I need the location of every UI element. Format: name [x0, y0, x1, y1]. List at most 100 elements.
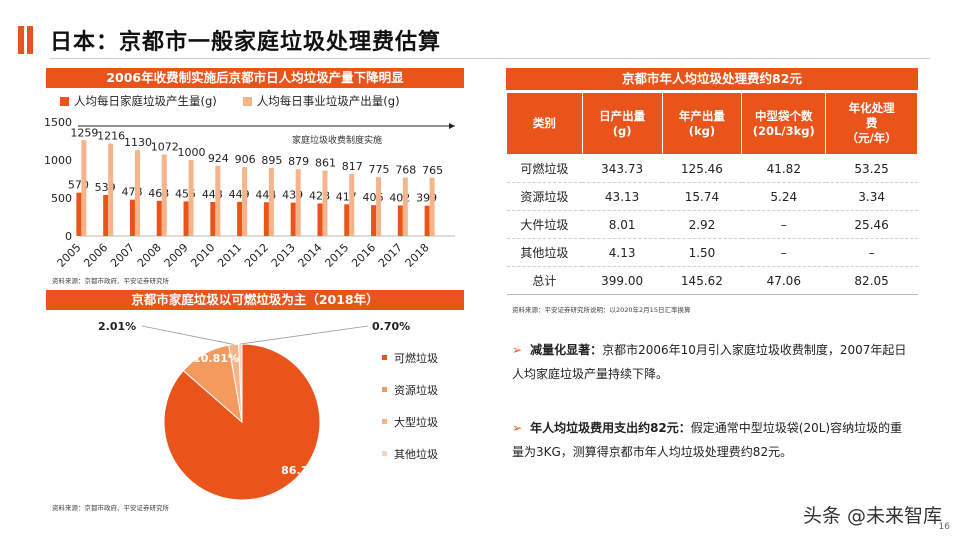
header-bags: 中型袋个数 (20L/3kg)	[741, 92, 827, 155]
data-label: 775	[369, 163, 390, 176]
legend-swatch	[382, 355, 387, 360]
table-cell-category: 可燃垃圾	[506, 154, 583, 183]
header-category: 类别	[506, 92, 583, 155]
x-tick-label: 2015	[322, 241, 351, 270]
bar	[263, 202, 269, 236]
bar	[129, 199, 135, 236]
x-tick-label: 2007	[108, 241, 137, 270]
x-tick-label: 2012	[242, 241, 271, 270]
arrow-icon: ➢	[512, 343, 523, 357]
bar	[161, 154, 167, 236]
data-label: 1072	[151, 141, 179, 154]
x-tick-label: 2014	[296, 241, 325, 270]
y-tick-label: 1500	[44, 116, 72, 129]
data-label: 1130	[124, 136, 152, 149]
table-cell: –	[741, 210, 826, 239]
data-label: 1259	[70, 126, 98, 139]
page-number: 16	[938, 522, 950, 532]
bullet-2-text: 假定通常中型垃圾袋(20L)容纳垃圾的重量为3KG，测算得京都市年人均垃圾处理费…	[512, 421, 903, 459]
table-cell-category: 总计	[506, 266, 583, 295]
header-fee: 年化处理 费 （元/年）	[825, 92, 918, 155]
table-cell: 43.13	[582, 182, 663, 211]
table-total-row: 总计 399.00 145.62 47.06 82.05	[506, 266, 918, 295]
bar	[210, 201, 216, 236]
bar	[295, 169, 301, 236]
x-tick-label: 2016	[349, 241, 378, 270]
x-tick-label: 2009	[162, 241, 191, 270]
bar-chart-banner: 2006年收费制实施后京都市日人均垃圾产量下降明显	[46, 68, 464, 88]
bar	[108, 143, 114, 236]
arrow-icon: ➢	[512, 421, 523, 435]
bar	[322, 170, 328, 236]
table-cell: 47.06	[741, 266, 826, 295]
table-cell: 41.82	[741, 154, 826, 183]
x-tick-label: 2006	[81, 241, 110, 270]
x-tick-label: 2008	[135, 241, 164, 270]
table-cell: 1.50	[662, 238, 742, 267]
pie-legend-label: 其他垃圾	[394, 447, 438, 461]
legend-swatch	[382, 419, 387, 424]
bar	[81, 140, 87, 236]
bar	[424, 205, 430, 236]
bar	[183, 201, 189, 236]
bar	[371, 205, 377, 236]
table-cell: 4.13	[582, 238, 663, 267]
table-cell: 15.74	[662, 182, 742, 211]
table-cell: 82.05	[825, 266, 918, 295]
title-divider	[50, 58, 930, 59]
table-cell: 125.46	[662, 154, 742, 183]
pie-legend-label: 可燃垃圾	[394, 351, 438, 365]
cost-table: 类别 日产出量 (g) 年产出量 (kg) 中型袋个数 (20L/3kg) 年化…	[506, 92, 918, 295]
x-tick-label: 2010	[188, 241, 217, 270]
bar	[290, 202, 296, 236]
pie-source: 资料来源：京都市政府、平安证券研究所	[52, 504, 169, 512]
bullet-1-text: 京都市2006年10月引入家庭垃圾收费制度，2007年起日人均家庭垃圾产量持续下…	[512, 343, 907, 381]
table-source: 资料来源：平安证券研究所说明：以2020年2月15日汇率换算	[512, 306, 691, 314]
leader-line	[240, 325, 369, 345]
table-cell: 3.34	[825, 182, 918, 211]
policy-annotation: 家庭垃圾收费制度实施	[292, 134, 382, 146]
slice-label: 2.01%	[98, 320, 136, 333]
table-row: 大件垃圾 8.01 2.92–25.46	[506, 210, 918, 239]
header-daily: 日产出量 (g)	[581, 92, 663, 155]
data-label: 765	[422, 164, 443, 177]
bar	[156, 200, 162, 236]
data-label: 817	[342, 160, 363, 173]
legend-swatch	[242, 96, 252, 106]
bar	[103, 195, 109, 236]
table-cell: 343.73	[582, 154, 663, 183]
bar	[242, 167, 248, 236]
bullet-2: ➢ 年人均垃圾费用支出约82元：假定通常中型垃圾袋(20L)容纳垃圾的重量为3KG…	[512, 416, 912, 464]
legend-swatch	[60, 96, 69, 106]
table-banner: 京都市年人均垃圾处理费约82元	[506, 68, 918, 90]
bar	[237, 201, 243, 236]
bar	[134, 150, 140, 236]
bar-legend: 人均每日家庭垃圾产生量(g) 人均每日事业垃圾产出量(g)	[60, 93, 400, 109]
watermark: 头条 @未来智库	[802, 505, 942, 527]
legend-swatch	[382, 451, 387, 456]
legend-household: 人均每日家庭垃圾产生量(g)	[60, 93, 217, 109]
legend-label: 人均每日家庭垃圾产生量(g)	[74, 94, 217, 108]
legend-business: 人均每日事业垃圾产出量(g)	[242, 93, 400, 109]
bar	[76, 192, 82, 236]
legend-swatch	[382, 387, 387, 392]
pie-legend-label: 资源垃圾	[394, 383, 438, 397]
table-cell: 399.00	[582, 266, 663, 295]
bar	[344, 204, 350, 236]
slice-label: 86.15%	[281, 464, 327, 477]
slice-label: 0.70%	[372, 320, 410, 333]
leader-line	[141, 325, 234, 345]
data-label: 768	[395, 164, 416, 177]
bar	[188, 160, 194, 236]
table-row: 资源垃圾 43.13 15.74 5.24 3.34	[506, 182, 918, 211]
table-header-row: 类别 日产出量 (g) 年产出量 (kg) 中型袋个数 (20L/3kg) 年化…	[506, 92, 918, 155]
x-tick-label: 2005	[55, 241, 84, 270]
data-label: 1216	[97, 130, 125, 143]
bar	[429, 177, 435, 236]
bullet-1: ➢ 减量化显著：京都市2006年10月引入家庭垃圾收费制度，2007年起日人均家庭…	[512, 338, 912, 386]
bar	[376, 177, 382, 236]
bar-source: 资料来源：京都市政府、平安证券研究所	[52, 277, 169, 285]
bar	[402, 177, 408, 236]
data-label: 906	[235, 153, 256, 166]
